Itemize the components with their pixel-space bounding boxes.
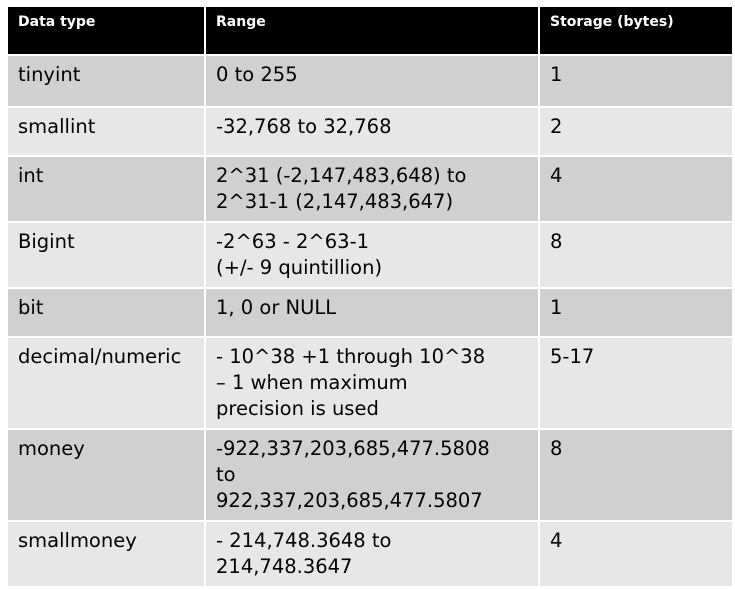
data-types-table-container: Data type Range Storage (bytes) tinyint … <box>5 4 734 589</box>
cell-range: -922,337,203,685,477.5808 to 922,337,203… <box>204 428 540 522</box>
table-row: smallint -32,768 to 32,768 2 <box>6 106 734 157</box>
cell-data-type: Bigint <box>6 221 206 289</box>
cell-range: 2^31 (-2,147,483,648) to 2^31-1 (2,147,4… <box>204 155 540 223</box>
range-line: -922,337,203,685,477.5808 <box>216 437 490 460</box>
data-types-table: Data type Range Storage (bytes) tinyint … <box>6 5 734 588</box>
cell-data-type: int <box>6 155 206 223</box>
header-data-type: Data type <box>6 5 206 56</box>
range-line: - 10^38 +1 through 10^38 <box>216 345 486 368</box>
cell-storage: 2 <box>538 106 734 157</box>
cell-data-type: smallint <box>6 106 206 157</box>
range-line: – 1 when maximum <box>216 371 408 394</box>
range-line: - 214,748.3648 to <box>216 529 392 552</box>
cell-range: 0 to 255 <box>204 54 540 108</box>
range-line: -2^63 - 2^63-1 <box>216 230 370 253</box>
cell-range: - 214,748.3648 to 214,748.3647 <box>204 520 540 588</box>
table-row: smallmoney - 214,748.3648 to 214,748.364… <box>6 520 734 588</box>
cell-storage: 5-17 <box>538 336 734 430</box>
table-row: Bigint -2^63 - 2^63-1 (+/- 9 quintillion… <box>6 221 734 289</box>
range-line: 2^31-1 (2,147,483,647) <box>216 190 454 213</box>
range-line: 2^31 (-2,147,483,648) to <box>216 164 467 187</box>
cell-range: -32,768 to 32,768 <box>204 106 540 157</box>
cell-data-type: bit <box>6 287 206 338</box>
header-range: Range <box>204 5 540 56</box>
cell-data-type: decimal/numeric <box>6 336 206 430</box>
cell-storage: 4 <box>538 155 734 223</box>
table-row: int 2^31 (-2,147,483,648) to 2^31-1 (2,1… <box>6 155 734 223</box>
range-line: precision is used <box>216 397 379 420</box>
cell-storage: 1 <box>538 287 734 338</box>
table-row: decimal/numeric - 10^38 +1 through 10^38… <box>6 336 734 430</box>
range-line: 1, 0 or NULL <box>216 296 337 319</box>
cell-data-type: smallmoney <box>6 520 206 588</box>
cell-data-type: tinyint <box>6 54 206 108</box>
cell-data-type: money <box>6 428 206 522</box>
cell-range: 1, 0 or NULL <box>204 287 540 338</box>
range-line: 0 to 255 <box>216 63 298 86</box>
range-line: 214,748.3647 <box>216 555 353 578</box>
cell-storage: 4 <box>538 520 734 588</box>
table-header-row: Data type Range Storage (bytes) <box>6 5 734 56</box>
cell-storage: 8 <box>538 221 734 289</box>
range-line: 922,337,203,685,477.5807 <box>216 489 483 512</box>
table-row: tinyint 0 to 255 1 <box>6 54 734 108</box>
table-row: bit 1, 0 or NULL 1 <box>6 287 734 338</box>
header-storage: Storage (bytes) <box>538 5 734 56</box>
cell-storage: 1 <box>538 54 734 108</box>
cell-storage: 8 <box>538 428 734 522</box>
table-row: money -922,337,203,685,477.5808 to 922,3… <box>6 428 734 522</box>
range-line: (+/- 9 quintillion) <box>216 256 383 279</box>
range-line: -32,768 to 32,768 <box>216 115 392 138</box>
range-line: to <box>216 463 236 486</box>
cell-range: -2^63 - 2^63-1 (+/- 9 quintillion) <box>204 221 540 289</box>
cell-range: - 10^38 +1 through 10^38 – 1 when maximu… <box>204 336 540 430</box>
